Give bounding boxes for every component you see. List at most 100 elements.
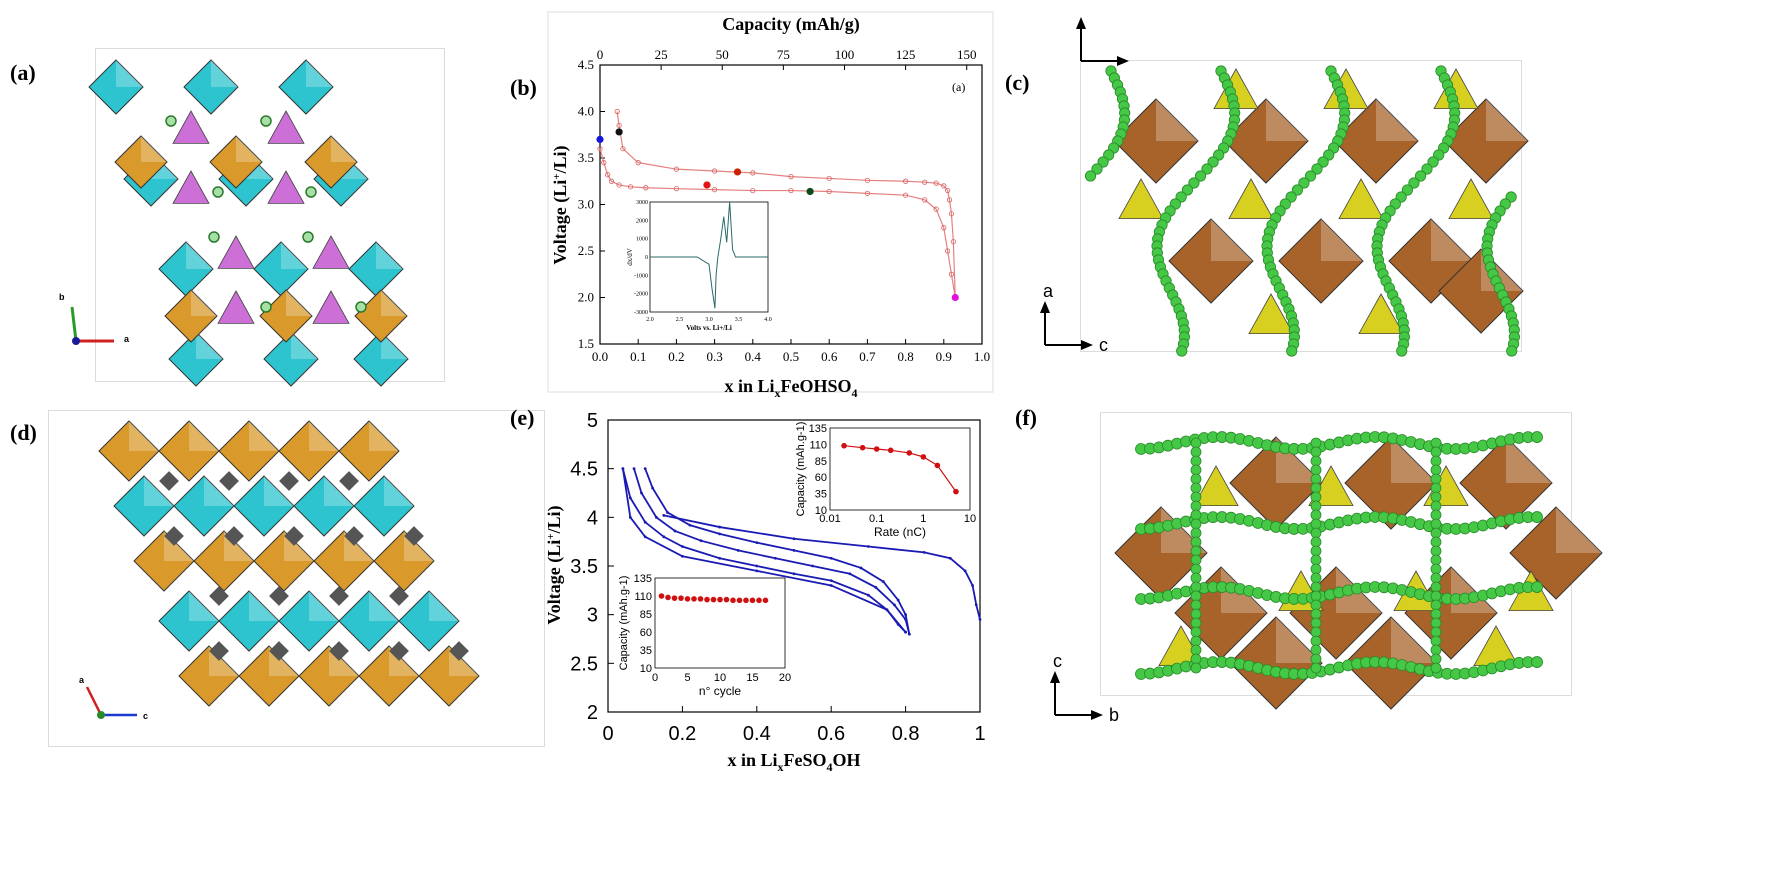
inset-cycle-ylabel: Capacity (mAh.g-1) <box>618 576 630 671</box>
point-b-charge-16 <box>941 225 947 231</box>
inset-cycle-point-3 <box>678 595 684 601</box>
y-tick-label-b-3: 3.0 <box>578 197 594 212</box>
inset-rate-point-2 <box>873 446 880 452</box>
li-link-f-2-255 <box>1430 662 1442 674</box>
inset-cycle-point-8 <box>710 596 717 603</box>
point-b-discharge-3 <box>946 197 953 203</box>
point-b-charge-10 <box>788 187 794 194</box>
inset-rate-point-7 <box>953 488 959 495</box>
series-line-b-charge <box>599 148 956 298</box>
inset-cycle-x-tick-3: 15 <box>746 672 758 684</box>
li-chain-2-15 <box>1304 170 1317 182</box>
cyan-octahedron-d-8-shade <box>369 591 399 621</box>
sulfate-d-11 <box>329 586 349 606</box>
x-tick-label-e-5: 1 <box>974 723 985 745</box>
inset-rate-x-tick-0: 0.01 <box>819 513 840 525</box>
y-tick-label-e-0: 2 <box>587 702 598 724</box>
sulfate-d-0 <box>159 471 179 491</box>
point-e-3-6 <box>792 549 796 552</box>
axis-label-a: a <box>124 334 130 344</box>
top-tick-label-b-4: 100 <box>835 47 855 62</box>
li-chain-f-1-436 <box>1531 511 1543 523</box>
inset-rate-xlabel: Rate (nC) <box>874 525 926 539</box>
point-b-charge-4 <box>616 182 622 188</box>
series-line-e-dis1 <box>621 468 907 633</box>
point-e-1-5 <box>718 556 721 560</box>
inset-b-y-tick-2: 1000 <box>636 237 648 243</box>
point-e-3-1 <box>651 486 655 490</box>
inset-b-x-tick-0: 2.0 <box>646 317 654 323</box>
chart-b-frame <box>547 11 994 393</box>
cyan-octahedron-10-shade <box>291 332 318 359</box>
point-e-3-12 <box>907 632 911 636</box>
point-e-long-9 <box>978 618 982 621</box>
top-tick-label-b-2: 50 <box>716 47 729 62</box>
point-e-3-3 <box>688 523 692 527</box>
cyan-octahedron-2 <box>278 59 334 115</box>
point-b-discharge-6 <box>933 180 939 186</box>
crystal-structure-c <box>1076 17 1529 357</box>
axis-c-v-arrow <box>1040 301 1050 313</box>
gold-octahedron-d-2-shade <box>249 421 279 451</box>
point-b-discharge-17 <box>616 122 622 129</box>
inset-cycle-y-tick-5: 10 <box>640 663 652 675</box>
gold-octahedron-d-11 <box>238 645 300 707</box>
yellow-tetrahedron-5 <box>1338 178 1384 220</box>
point-e-2-8 <box>848 572 852 576</box>
point-e-dis1-1 <box>885 608 889 612</box>
point-b-discharge-14 <box>673 166 680 172</box>
top-tick-label-b-6: 150 <box>957 47 977 62</box>
point-b-discharge-13 <box>711 168 718 174</box>
yellow-tetrahedron-3 <box>1118 178 1164 220</box>
li-chain-f-0-436 <box>1531 431 1543 443</box>
point-b-discharge-15 <box>635 160 641 166</box>
gold-octahedron-d-12 <box>298 645 360 707</box>
li-chain-1-16 <box>1188 177 1200 189</box>
point-e-2-9 <box>874 586 878 589</box>
gold-octahedron-d-8 <box>313 530 375 592</box>
y-tick-label-b-1: 2.0 <box>578 290 594 305</box>
x-axis-title-e: x in LixFeSO4OH <box>727 750 860 774</box>
cyan-octahedron-0 <box>88 59 144 115</box>
inset-cycle-y-tick-2: 85 <box>640 609 652 621</box>
inset-cycle-y-tick-4: 35 <box>640 645 652 657</box>
li-chain-3-16 <box>1408 177 1420 189</box>
brown-octahedron-5-shade <box>1321 219 1363 261</box>
marker-b-4 <box>806 187 814 196</box>
x-axis-title-b: x in LixFeOHSO4 <box>724 376 857 400</box>
li-chain-3-15 <box>1414 170 1427 182</box>
y-axis-title-e: Voltage (Li+/Li) <box>544 505 565 624</box>
point-b-charge-18 <box>948 271 955 277</box>
axis-f-h-arrow <box>1091 710 1103 720</box>
marker-b-1 <box>615 128 623 136</box>
point-e-1-7 <box>792 572 796 576</box>
inset-cycle-point-11 <box>730 597 736 604</box>
inset-cycle-xlabel: n° cycle <box>699 684 741 698</box>
top-tick-label-b-1: 25 <box>655 47 668 62</box>
gold-octahedron-d-14 <box>418 645 480 707</box>
li-chain-3-40 <box>1396 345 1408 357</box>
inset-cycle-point-16 <box>762 597 769 604</box>
x-tick-label-b-9: 0.9 <box>936 349 952 364</box>
cyan-octahedron-1 <box>183 59 239 115</box>
li-chain-1-40 <box>1176 345 1188 357</box>
inset-b-y-tick-0: 3000 <box>636 200 648 206</box>
panel-label-c: (c) <box>1005 70 1030 95</box>
sulfate-d-14 <box>269 641 289 661</box>
cyan-octahedron-6-shade <box>186 242 213 269</box>
gold-octahedron-4-shade <box>286 290 312 316</box>
cyan-octahedron-10 <box>263 331 319 387</box>
brown-octahedron-1-shade <box>1266 99 1308 141</box>
x-tick-label-b-6: 0.6 <box>821 349 838 364</box>
inset-b-xlabel: Volts vs. Li+/Li <box>686 324 732 332</box>
inset-cycle-point-12 <box>736 597 743 604</box>
gold-octahedron-1 <box>209 135 263 189</box>
brown-octahedron-0-shade <box>1156 99 1198 141</box>
point-b-charge-6 <box>643 185 649 191</box>
li-chain-1-14 <box>1201 163 1213 175</box>
y-tick-label-e-5: 4.5 <box>570 459 598 481</box>
point-b-charge-0 <box>597 146 603 152</box>
point-e-dis1-7 <box>621 467 625 471</box>
point-e-dis1-5 <box>643 535 647 539</box>
li-site-3 <box>305 186 317 198</box>
